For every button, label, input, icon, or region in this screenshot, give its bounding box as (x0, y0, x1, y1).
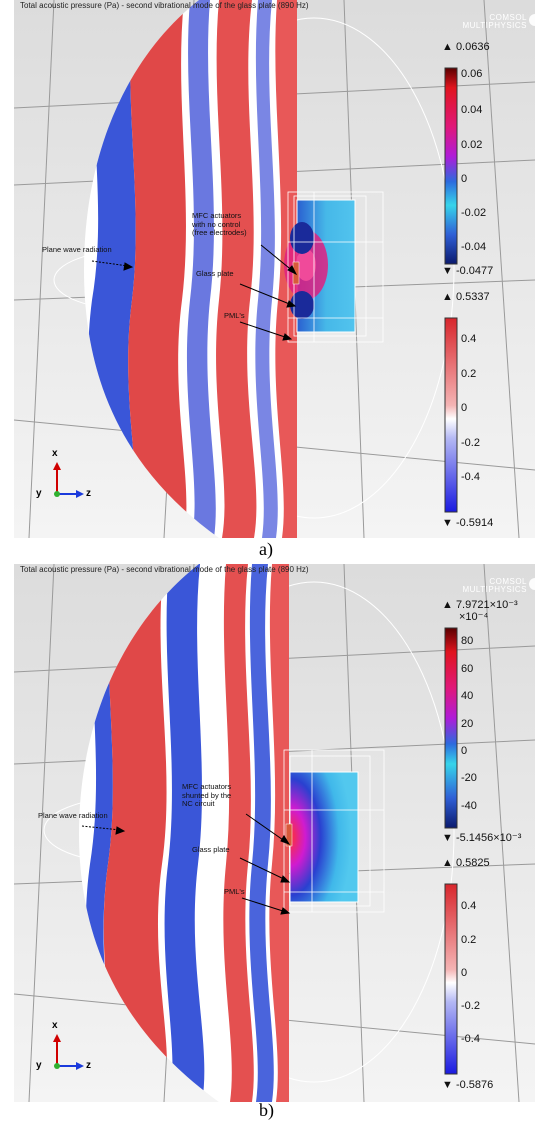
annotation-glass-plate-a: Glass plate (196, 269, 234, 278)
top-colorbar-exponent-b: ×10⁻⁴ (459, 611, 489, 623)
top-colorbar-tick-a-4: -0.02 (461, 207, 487, 219)
annotation-actuators-a: MFC actuators with no control (free elec… (192, 211, 247, 238)
actuators-line3-a: (free electrodes) (192, 228, 247, 237)
pml-box-b (283, 749, 385, 913)
annotation-actuators-b: MFC actuators shunted by the NC circuit (182, 782, 232, 809)
top-colorbar-tick-b-2: 40 (461, 690, 474, 702)
axis-label-y-a: y (36, 488, 42, 499)
axis-label-x-a: x (52, 448, 58, 459)
brand-line2-a: MULTIPHYSICS (462, 21, 527, 30)
annotation-plane-wave-b: Plane wave radiation (38, 811, 108, 820)
top-colorbar-min-a: ▼ -0.0477 (442, 265, 494, 277)
bottom-colorbar-tick-b-4: -0.4 (461, 1033, 480, 1045)
top-colorbar-tick-a-1: 0.04 (461, 104, 483, 116)
top-colorbar-min-b: ▼ -5.1456×10⁻³ (442, 832, 522, 844)
bottom-colorbar-tick-a-2: 0 (461, 402, 468, 414)
bottom-colorbar-tick-a-0: 0.4 (461, 333, 477, 345)
bottom-colorbar-max-a: ▲ 0.5337 (442, 291, 490, 303)
brand-line2-b: MULTIPHYSICS (462, 585, 527, 594)
simulation-render-b (14, 564, 535, 1102)
brand-line1-a: COMSOL (489, 13, 527, 22)
axis-triad-b (53, 1034, 84, 1070)
simulation-panel-a: Total acoustic pressure (Pa) - second vi… (14, 0, 535, 538)
bottom-colorbar-min-b: ▼ -0.5876 (442, 1079, 494, 1091)
comsol-logo-b: COMSOL MULTIPHYSICS (462, 577, 535, 594)
brand-line1-b: COMSOL (489, 577, 527, 586)
top-colorbar-tick-a-5: -0.04 (461, 241, 487, 253)
actuators-line1-a: MFC actuators (192, 211, 242, 220)
annotation-glass-plate-b: Glass plate (192, 845, 230, 854)
panel-title-b: Total acoustic pressure (Pa) - second vi… (20, 565, 309, 574)
caption-a: a) (259, 539, 273, 559)
bottom-colorbar-tick-b-1: 0.2 (461, 934, 477, 946)
top-colorbar-tick-a-3: 0 (461, 173, 468, 185)
pressure-field-b (79, 564, 289, 1102)
top-colorbar-tick-a-0: 0.06 (461, 68, 483, 80)
top-colorbar-tick-b-1: 60 (461, 663, 474, 675)
top-colorbar-tick-b-4: 0 (461, 745, 468, 757)
comsol-logo-a: COMSOL MULTIPHYSICS (462, 13, 535, 30)
actuators-line2-a: with no control (192, 219, 241, 229)
bottom-colorbar-tick-b-2: 0 (461, 967, 468, 979)
top-colorbar-max-b: ▲ 7.9721×10⁻³ (442, 599, 518, 611)
simulation-panel-b: Total acoustic pressure (Pa) - second vi… (14, 564, 535, 1102)
simulation-render-a (14, 0, 535, 538)
actuators-line3-b: NC circuit (182, 799, 215, 808)
top-colorbar-tick-a-2: 0.02 (461, 139, 483, 151)
bottom-colorbar-max-b: ▲ 0.5825 (442, 857, 490, 869)
bottom-colorbar-tick-a-3: -0.2 (461, 437, 480, 449)
pressure-field-a (84, 0, 297, 538)
pml-box-a (284, 191, 384, 343)
axis-label-y-b: y (36, 1060, 42, 1071)
axis-label-z-b: z (86, 1060, 91, 1071)
bottom-colorbar-tick-b-3: -0.2 (461, 1000, 480, 1012)
bottom-colorbar-min-a: ▼ -0.5914 (442, 517, 494, 529)
annotation-plane-wave-a: Plane wave radiation (42, 245, 112, 254)
top-colorbar-max-a: ▲ 0.0636 (442, 41, 490, 53)
annotation-pmls-a: PML's (224, 311, 245, 320)
axis-triad-a (53, 462, 84, 498)
actuators-line1-b: MFC actuators (182, 782, 232, 791)
bottom-colorbar-tick-a-1: 0.2 (461, 368, 477, 380)
caption-b: b) (259, 1100, 274, 1120)
axis-label-z-a: z (86, 488, 91, 499)
top-colorbar-tick-b-5: -20 (461, 772, 477, 784)
bottom-colorbar-tick-b-0: 0.4 (461, 900, 477, 912)
top-colorbar-tick-b-3: 20 (461, 718, 474, 730)
panel-title-a: Total acoustic pressure (Pa) - second vi… (20, 1, 309, 10)
actuators-line2-b: shunted by the (182, 790, 232, 800)
top-colorbar-tick-b-0: 80 (461, 635, 474, 647)
top-colorbar-tick-b-6: -40 (461, 800, 477, 812)
bottom-colorbar-tick-a-4: -0.4 (461, 471, 480, 483)
annotation-pmls-b: PML's (224, 887, 245, 896)
axis-label-x-b: x (52, 1020, 58, 1031)
